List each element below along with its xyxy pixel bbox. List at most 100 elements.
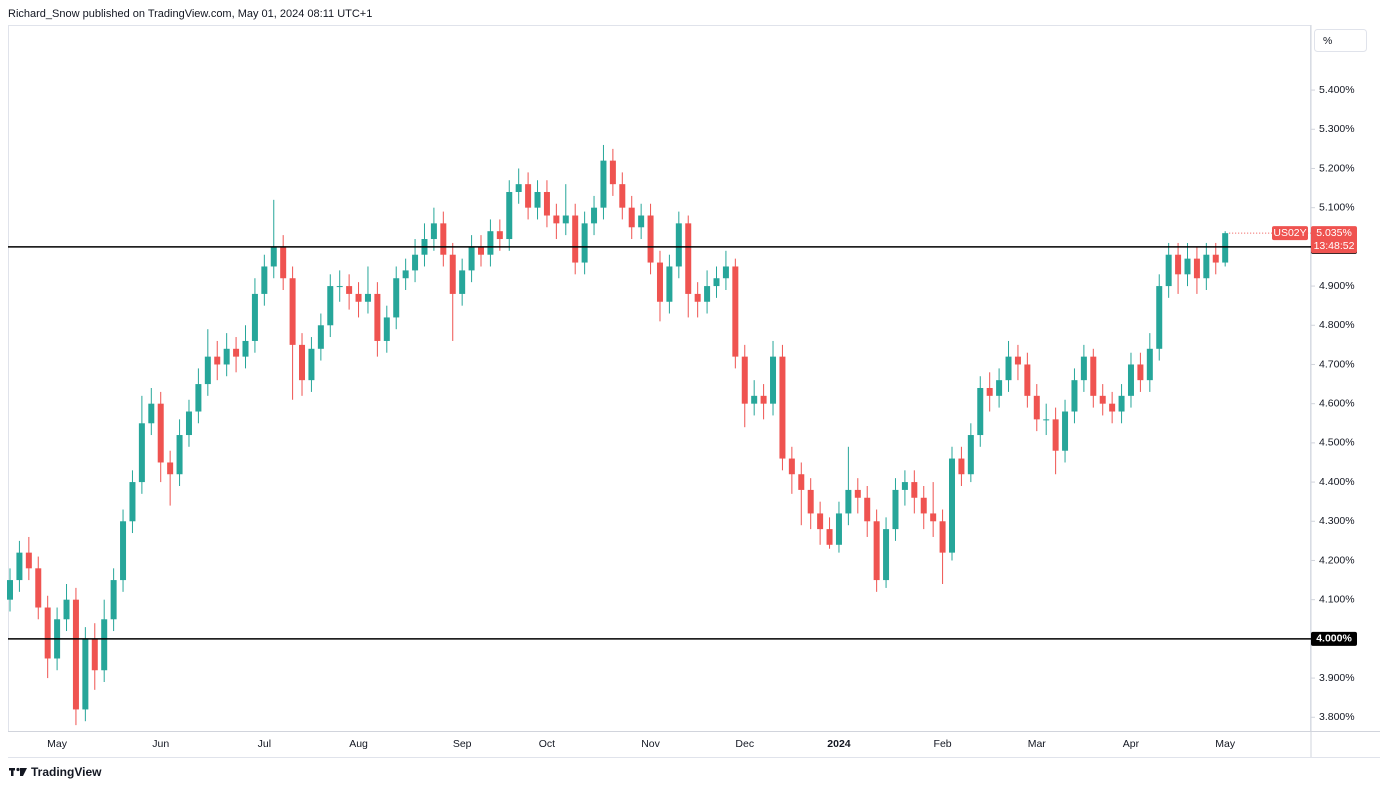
candle-body xyxy=(270,246,277,267)
candle-body xyxy=(1043,419,1050,421)
candle-body xyxy=(63,599,70,620)
candle-body xyxy=(1193,258,1200,279)
x-tick-label: Feb xyxy=(934,738,952,750)
candle-body xyxy=(1024,364,1031,396)
candle-body xyxy=(120,521,127,581)
x-tick-label: Jul xyxy=(258,738,271,750)
candle-body xyxy=(1090,356,1097,396)
candle-body xyxy=(600,160,607,208)
candle-body xyxy=(167,462,174,475)
candle-body xyxy=(732,266,739,357)
candle-body xyxy=(1156,286,1163,349)
candle-body xyxy=(214,356,221,365)
candle-body xyxy=(1222,233,1229,263)
candle-body xyxy=(845,489,852,514)
candle-body xyxy=(619,184,626,208)
scale-button-label[interactable]: % xyxy=(1323,35,1332,47)
candle-body xyxy=(459,270,466,294)
candle-body xyxy=(760,395,767,404)
y-tick-label: 4.700% xyxy=(1319,358,1355,370)
candle-body xyxy=(911,482,918,498)
candle-body xyxy=(1137,364,1144,381)
candle-body xyxy=(1071,380,1078,412)
candle-body xyxy=(628,207,635,228)
y-tick-label: 4.500% xyxy=(1319,437,1355,449)
symbol-label: US02Y xyxy=(1273,227,1306,239)
candle-body xyxy=(1109,403,1116,412)
x-tick-label: Mar xyxy=(1028,738,1047,750)
candle-body xyxy=(506,191,513,240)
x-tick-label: Aug xyxy=(349,738,368,750)
candle-body xyxy=(317,325,324,349)
candle-body xyxy=(854,489,861,498)
x-tick-label: 2024 xyxy=(827,738,851,750)
candle-body xyxy=(515,184,522,192)
y-tick-label: 5.100% xyxy=(1319,201,1355,213)
y-tick-label: 4.100% xyxy=(1319,593,1355,605)
candle-body xyxy=(346,286,353,294)
candle-body xyxy=(393,278,400,318)
candle-body xyxy=(1212,254,1219,263)
candle-body xyxy=(1005,356,1012,381)
candle-body xyxy=(242,340,249,357)
candle-body xyxy=(185,411,192,436)
brand-logo xyxy=(9,767,27,776)
candle-body xyxy=(930,513,937,522)
candle-body xyxy=(110,580,117,620)
candle-body xyxy=(1052,419,1059,451)
candle-body xyxy=(1165,254,1172,287)
x-tick-label: Apr xyxy=(1123,738,1140,750)
candle-body xyxy=(694,293,701,302)
last-price-box xyxy=(1311,226,1357,254)
horizontal-line-label-box xyxy=(1311,631,1357,646)
candle-body xyxy=(308,348,315,381)
candle-body xyxy=(487,231,494,255)
candle-body xyxy=(261,266,268,294)
candle-body xyxy=(1099,395,1106,404)
scale-button[interactable] xyxy=(1314,29,1367,52)
candle-body xyxy=(949,458,955,553)
candle-body xyxy=(223,348,230,365)
x-tick-label: Nov xyxy=(641,738,660,750)
candle-body xyxy=(35,568,42,608)
candle-body xyxy=(770,356,777,404)
candle-body xyxy=(327,286,334,326)
candle-body xyxy=(647,215,654,263)
y-tick-label: 5.400% xyxy=(1319,84,1355,96)
candle-body xyxy=(807,489,814,514)
candle-body xyxy=(195,384,202,412)
candle-body xyxy=(374,293,381,341)
y-tick-label: 3.900% xyxy=(1319,672,1355,684)
candle-body xyxy=(713,278,720,287)
brand: TradingView xyxy=(31,765,102,779)
candle-body xyxy=(101,619,108,671)
candle-body xyxy=(1080,356,1087,381)
x-tick-label: Jun xyxy=(152,738,169,750)
candle-body xyxy=(478,246,484,255)
header: Richard_Snow published on TradingView.co… xyxy=(8,8,372,20)
y-tick-label: 5.200% xyxy=(1319,162,1355,174)
candle-body xyxy=(355,293,362,302)
candle-body xyxy=(251,293,258,341)
y-tick-label: 3.800% xyxy=(1319,711,1355,723)
candle-body xyxy=(534,191,541,208)
candle-body xyxy=(543,191,550,216)
candle-body xyxy=(722,266,729,279)
candle-body xyxy=(1184,258,1191,275)
candle-body xyxy=(967,435,974,475)
x-tick-label: Dec xyxy=(735,738,754,750)
countdown: 13:48:52 xyxy=(1314,240,1355,252)
candle-body xyxy=(299,344,306,381)
candle-body xyxy=(977,387,984,436)
candle-body xyxy=(817,513,824,530)
candle-body xyxy=(996,380,1003,396)
candle-body xyxy=(364,293,371,302)
y-tick-label: 4.600% xyxy=(1319,397,1355,409)
candle-body xyxy=(751,395,758,404)
x-tick-label: Sep xyxy=(453,738,472,750)
candle-body xyxy=(920,497,927,514)
y-tick-label: 4.200% xyxy=(1319,554,1355,566)
candles xyxy=(7,144,1229,726)
candle-body xyxy=(148,403,155,424)
candle-body xyxy=(1146,348,1153,381)
